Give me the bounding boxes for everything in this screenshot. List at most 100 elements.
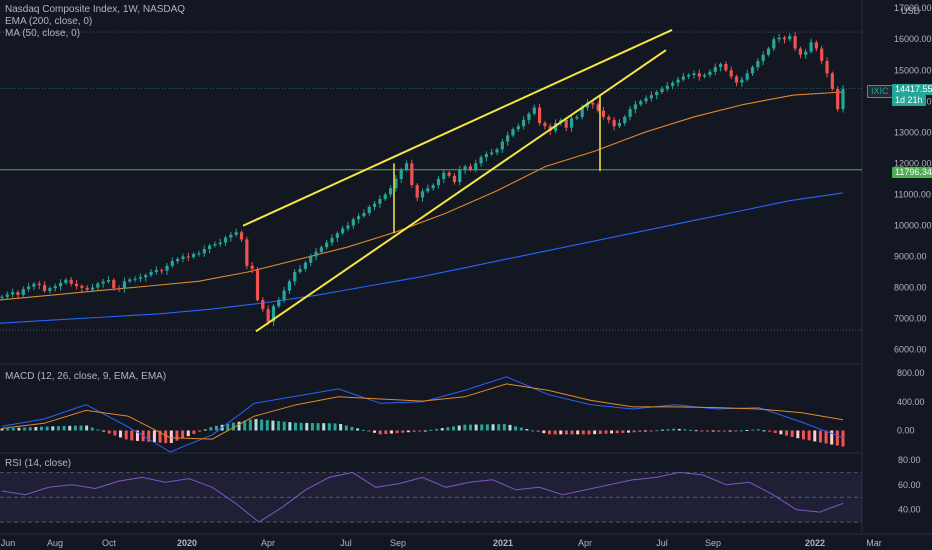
macd-line [1, 376, 844, 453]
candle-body [149, 272, 153, 276]
macd-histogram-bar [666, 429, 670, 431]
ma50-line [0, 91, 844, 301]
chart-legend: Nasdaq Composite Index, 1W, NASDAQ EMA (… [5, 4, 185, 40]
candle-body [729, 70, 733, 77]
macd-histogram-bar [102, 430, 106, 432]
candle-body [202, 249, 206, 254]
macd-histogram-bar [525, 429, 529, 431]
candle-body [601, 110, 606, 117]
time-axis-label: Apr [261, 538, 275, 548]
candle-body [639, 101, 643, 105]
macd-histogram-bar [310, 423, 314, 431]
time-axis-label: Oct [102, 538, 117, 548]
macd-histogram-bar [248, 419, 252, 431]
macd-histogram-bar [147, 430, 151, 442]
ma-legend: MA (50, close, 0) [5, 28, 81, 39]
price-tick-label: 13000.00 [894, 127, 932, 137]
candle-body [277, 299, 281, 307]
macd-histogram-bar [333, 423, 337, 431]
candle-body [468, 166, 473, 170]
time-axis-label: Aug [47, 538, 63, 548]
candle-body [479, 157, 483, 164]
candle-body [58, 282, 63, 287]
macd-histogram-bar [316, 423, 320, 431]
time-axis-label: Apr [578, 538, 592, 548]
candle-body [245, 239, 249, 266]
macd-histogram-bar [73, 425, 77, 431]
macd-histogram-bar [587, 430, 591, 435]
price-tick-label: 16000.00 [894, 34, 932, 44]
macd-histogram-bar [739, 430, 743, 432]
candle-body [628, 109, 632, 117]
candle-body [160, 270, 164, 272]
candle-body [0, 296, 4, 299]
macd-histogram-bar [474, 424, 478, 431]
candle-body [213, 244, 217, 246]
candle-body [681, 76, 685, 80]
macd-histogram-bar [40, 426, 44, 431]
macd-histogram-bar [28, 427, 32, 431]
candle-body [527, 113, 531, 120]
candle-body [69, 279, 73, 284]
candle-body [207, 245, 212, 250]
candle-body [836, 88, 840, 110]
candle-body [436, 178, 441, 186]
candle-body [80, 285, 84, 288]
macd-histogram-bar [79, 425, 83, 431]
macd-histogram-bar [226, 423, 230, 431]
macd-histogram-bar [547, 430, 551, 435]
candle-body [192, 254, 196, 258]
candle-body [442, 172, 446, 179]
macd-histogram-bar [700, 430, 704, 432]
candle-body [580, 107, 584, 117]
candle-body [761, 54, 765, 61]
candle-body [404, 163, 409, 170]
candle-body [649, 95, 653, 99]
candle-body [798, 48, 803, 55]
macd-histogram-bar [841, 430, 845, 447]
macd-histogram-bar [446, 427, 450, 431]
candle-body [820, 48, 824, 61]
macd-histogram-bar [119, 430, 123, 438]
candle-body [506, 135, 510, 142]
candle-body [452, 175, 457, 182]
macd-histogram-bar [559, 430, 563, 435]
candle-body [516, 126, 520, 130]
macd-histogram-bar [254, 419, 258, 431]
macd-histogram-bar [542, 430, 546, 434]
candle-body [484, 154, 488, 158]
macd-histogram-bar [830, 430, 834, 445]
macd-histogram-bar [124, 430, 128, 440]
macd-histogram-bar [181, 430, 185, 439]
candle-body [239, 232, 244, 240]
candle-body [293, 272, 297, 282]
macd-histogram-bar [282, 421, 286, 431]
currency-label: USD [901, 6, 921, 16]
ema200-line [0, 192, 844, 324]
macd-histogram-bar [722, 430, 726, 432]
macd-histogram-bar [660, 429, 664, 431]
candle-body [351, 219, 355, 226]
price-tick-label: 10000.00 [894, 220, 932, 230]
candle-body [53, 286, 57, 289]
macd-histogram-bar [152, 430, 156, 443]
price-tick-label: 17000.00 [894, 3, 932, 13]
candle-body [106, 280, 111, 282]
macd-histogram-bar [638, 430, 642, 432]
macd-histogram-bar [107, 430, 111, 434]
candle-body [298, 268, 302, 272]
candle-body [687, 74, 691, 77]
candle-body [287, 281, 292, 291]
time-axis-label: Jul [340, 538, 352, 548]
macd-histogram-bar [818, 430, 822, 443]
candle-body [522, 119, 526, 127]
candle-body [782, 37, 787, 40]
candle-body [766, 48, 771, 55]
macd-histogram-bar [627, 430, 631, 433]
candle-body [655, 92, 659, 96]
candle-body [788, 36, 792, 40]
macd-histogram-bar [824, 430, 828, 444]
macd-histogram-bar [468, 424, 472, 431]
candle-body [809, 42, 813, 52]
